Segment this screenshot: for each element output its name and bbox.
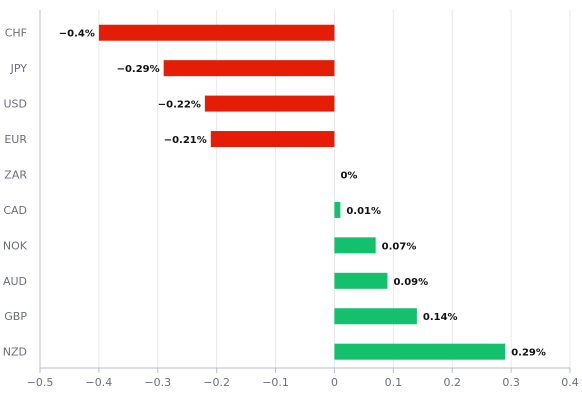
category-label: AUD [3,275,27,288]
value-label: 0.01% [346,206,381,217]
category-label: NZD [3,346,27,359]
value-label: 0.09% [393,277,428,288]
bar [210,131,335,148]
bar [334,308,417,325]
category-label: GBP [4,310,27,323]
value-label: −0.21% [164,135,207,146]
x-axis: −0.5 −0.4 −0.3 −0.2 −0.1 0 0.1 0.2 0.3 0.4 [27,10,579,389]
x-tick-label: 0.3 [502,376,520,389]
category-label: JPY [10,62,28,75]
value-label: 0.14% [423,312,458,323]
value-label: −0.22% [158,100,201,111]
bar [334,343,506,360]
value-label: 0.07% [382,241,417,252]
x-tick-label: 0.2 [443,376,461,389]
bar [334,272,388,289]
category-label: USD [3,98,27,111]
bar [98,24,335,41]
value-label: 0% [340,170,357,181]
value-labels: −0.4% −0.29% −0.22% −0.21% 0% 0.01% 0.07% 0.09%… [59,29,546,359]
category-label: ZAR [4,168,27,181]
value-label: −0.29% [117,64,160,75]
bar [334,201,341,218]
value-label: 0.29% [511,348,546,359]
x-tick-label: −0.2 [203,376,230,389]
category-label: EUR [4,133,27,146]
x-tick-label: −0.4 [86,376,113,389]
x-tick-label: 0 [331,376,338,389]
x-tick-label: −0.5 [27,376,54,389]
value-label: −0.4% [59,29,95,40]
bar [334,237,376,254]
x-tick-label: 0.1 [385,376,403,389]
bars [98,24,506,360]
category-label: NOK [3,239,28,252]
x-tick-label: 0.4 [561,376,579,389]
bar [163,60,335,77]
category-labels: CHF JPY USD EUR ZAR CAD NOK AUD GBP NZD [3,27,28,359]
category-label: CHF [5,27,27,40]
x-tick-label: −0.3 [144,376,171,389]
x-tick-label: −0.1 [262,376,289,389]
category-label: CAD [3,204,27,217]
bar [204,95,335,112]
